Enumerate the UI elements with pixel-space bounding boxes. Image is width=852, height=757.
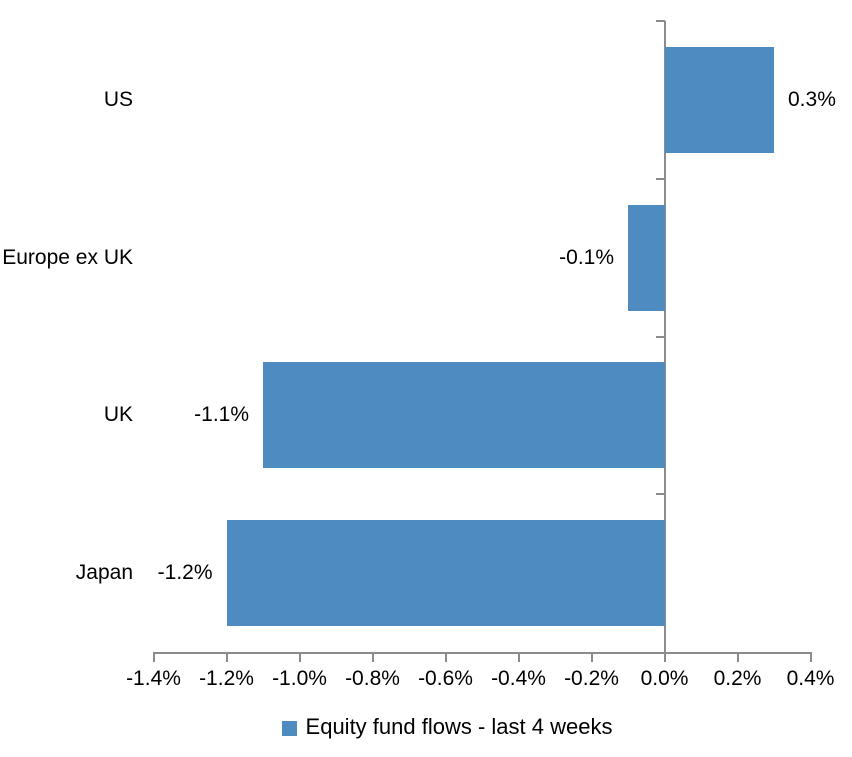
x-axis-tick <box>444 651 447 662</box>
category-label-uk: UK <box>103 403 133 427</box>
data-label-uk: -1.1% <box>194 403 249 427</box>
x-axis-tick-label: -0.4% <box>491 666 546 690</box>
x-axis-tick-label: -1.2% <box>199 666 254 690</box>
data-label-us: 0.3% <box>788 87 836 111</box>
x-axis-tick <box>663 651 666 662</box>
zero-axis-line <box>663 21 666 662</box>
x-axis-tick-label: 0.0% <box>640 666 689 690</box>
category-boundary-tick <box>655 335 665 338</box>
x-axis-tick <box>517 651 520 662</box>
data-label-japan: -1.2% <box>157 561 213 585</box>
x-axis-tick <box>809 651 812 662</box>
x-axis-tick-label: -0.6% <box>418 666 473 690</box>
x-axis-tick <box>371 651 374 662</box>
legend: Equity fund flows - last 4 weeks <box>21 714 852 740</box>
x-axis-tick <box>590 651 593 662</box>
data-label-europe-ex-uk: -0.1% <box>559 245 614 269</box>
legend-swatch-icon <box>281 720 297 736</box>
bar-japan <box>226 520 665 627</box>
bar-us <box>664 46 774 153</box>
x-axis-tick-label: 0.2% <box>713 666 762 690</box>
category-boundary-tick <box>655 20 665 22</box>
x-axis-tick-label: -0.2% <box>564 666 619 690</box>
x-axis-tick-label: 0.4% <box>786 666 835 690</box>
x-axis-tick <box>298 651 301 662</box>
category-label-us: US <box>103 87 133 111</box>
legend-label: Equity fund flows - last 4 weeks <box>305 714 613 739</box>
x-axis-tick-label: -0.8% <box>345 666 400 690</box>
category-boundary-tick <box>655 177 665 180</box>
x-axis-tick-label: -1.4% <box>126 666 181 690</box>
x-axis-tick <box>152 651 155 662</box>
category-label-europe-ex-uk: Europe ex UK <box>2 245 133 269</box>
x-axis-line <box>153 651 811 654</box>
x-axis-tick-label: -1.0% <box>272 666 327 690</box>
x-axis-tick <box>225 651 228 662</box>
category-label-japan: Japan <box>75 561 133 585</box>
x-axis-tick <box>736 651 739 662</box>
bar-uk <box>263 362 665 469</box>
bar-europe-ex-uk <box>628 204 665 311</box>
category-boundary-tick <box>655 493 665 496</box>
